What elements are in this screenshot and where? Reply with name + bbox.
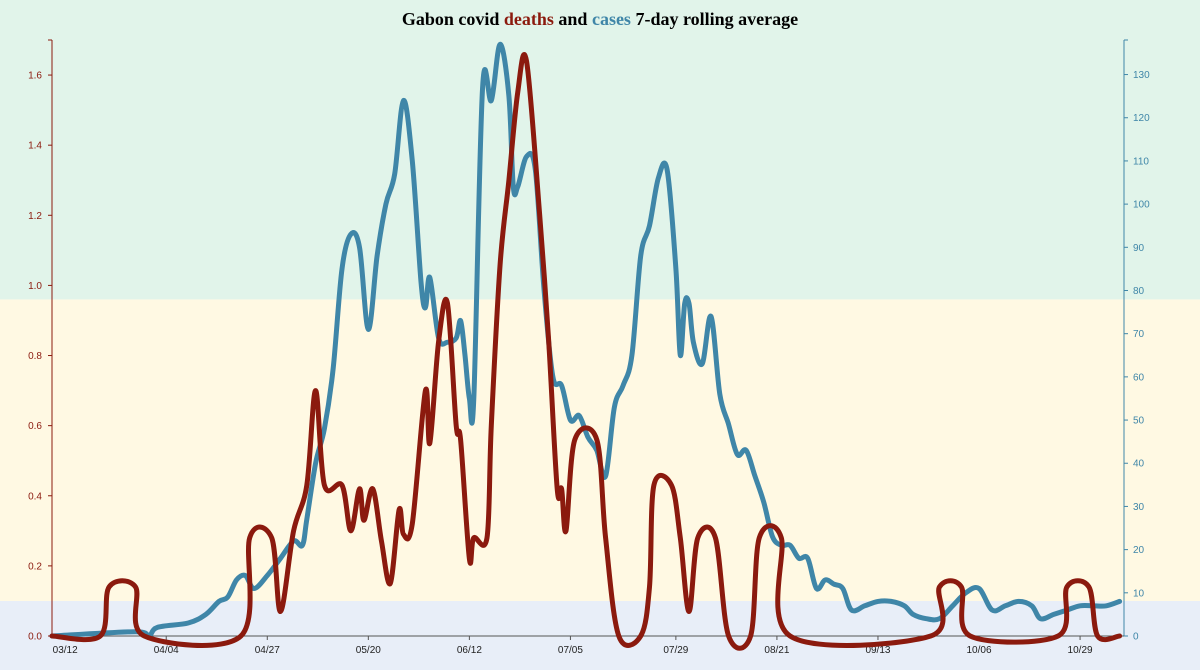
axes: 0.0 0.2 0.4 0.6 0.8 1.0 1.2 1.4 1.6 0 10 20 30 40 50 60…	[28, 39, 1150, 656]
y-left-tick-label: 1.0	[28, 281, 42, 292]
x-tick-label: 07/29	[663, 645, 688, 656]
deaths-series-line	[49, 51, 1123, 651]
y-left-tick-label: 1.6	[28, 71, 42, 82]
y-right-tick-label: 10	[1133, 588, 1145, 599]
y-right-tick-label: 120	[1133, 113, 1150, 124]
title-deaths-word: deaths	[504, 9, 554, 29]
y-right-tick-label: 0	[1133, 632, 1139, 643]
y-right-tick-label: 40	[1133, 459, 1145, 470]
band-0	[0, 600, 1200, 670]
y-left-tick-label: 0.6	[28, 421, 42, 432]
y-right-tick-label: 80	[1133, 286, 1145, 297]
x-tick-label: 06/12	[457, 645, 482, 656]
y-left-tick-label: 0.0	[28, 632, 42, 643]
x-tick-label: 07/05	[558, 645, 583, 656]
y-right-tick-label: 50	[1133, 416, 1145, 427]
y-right-tick-label: 60	[1133, 372, 1145, 383]
x-tick-label: 10/06	[967, 645, 992, 656]
y-left-tick-label: 0.8	[28, 351, 42, 362]
y-left-tick-label: 0.4	[28, 491, 42, 502]
y-left-tick-label: 1.2	[28, 211, 42, 222]
title-suffix: 7-day rolling average	[631, 9, 798, 29]
y-left-tick-label: 1.4	[28, 141, 42, 152]
title-middle: and	[554, 9, 592, 29]
title-prefix: Gabon covid	[402, 9, 504, 29]
x-tick-label: 05/20	[356, 645, 381, 656]
x-tick-label: 04/04	[154, 645, 179, 656]
y-right-tick-label: 110	[1133, 156, 1149, 167]
x-tick-label: 04/27	[255, 645, 280, 656]
y-right-tick-label: 130	[1133, 70, 1150, 81]
cases-series-line	[49, 41, 1123, 639]
title-cases-word: cases	[592, 9, 631, 29]
band-2	[0, 0, 1200, 300]
series	[49, 41, 1123, 651]
y-right-tick-label: 70	[1133, 329, 1145, 340]
y-right-tick-label: 100	[1133, 200, 1150, 211]
y-left-tick-label: 0.2	[28, 561, 42, 572]
x-tick-label: 09/13	[865, 645, 890, 656]
chart-title: Gabon covid deaths and cases 7-day rolli…	[402, 9, 798, 29]
y-right-tick-label: 90	[1133, 243, 1145, 254]
y-right-tick-label: 30	[1133, 502, 1145, 513]
x-tick-label: 10/29	[1068, 645, 1093, 656]
x-tick-label: 03/12	[53, 645, 78, 656]
y-right-tick-label: 20	[1133, 545, 1145, 556]
x-tick-label: 08/21	[764, 645, 789, 656]
